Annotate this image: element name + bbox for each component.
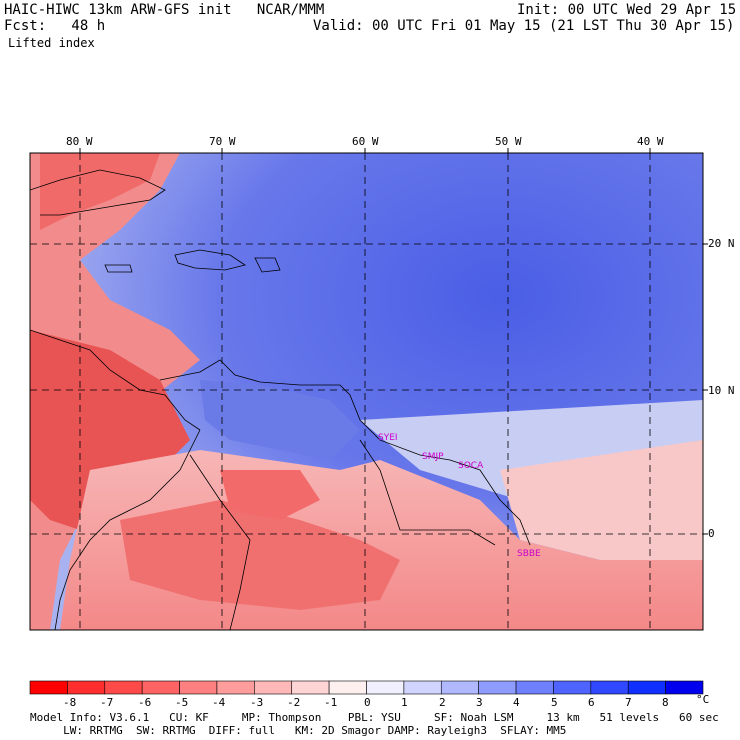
central-america-strong [30, 330, 190, 530]
lon-label: 70 W [209, 135, 236, 148]
colorbar-label: 6 [588, 696, 595, 709]
colorbar-label: 3 [476, 696, 483, 709]
colorbar-label: 7 [625, 696, 632, 709]
colorbar-label: -3 [250, 696, 264, 709]
lon-label: 50 W [495, 135, 522, 148]
station-label: SBBE [517, 549, 541, 559]
colorbar-swatch [665, 680, 704, 695]
colorbar-label: -6 [138, 696, 152, 709]
colorbar-label: 1 [401, 696, 408, 709]
colorbar-swatch [141, 680, 180, 695]
colorbar-swatch [67, 680, 106, 695]
graticule [30, 153, 703, 630]
station-label: SOCA [458, 461, 484, 471]
colorbar-unit: °C [696, 693, 710, 706]
colorbar [29, 680, 704, 695]
header-forecast-hour: Fcst: 48 h [4, 18, 106, 34]
colorbar-swatch [29, 680, 68, 695]
lon-label: 80 W [66, 135, 93, 148]
footer-physics-info: LW: RRTMG SW: RRTMG DIFF: full KM: 2D Sm… [30, 724, 567, 737]
colorbar-swatch [627, 680, 666, 695]
colorbar-label: -1 [324, 696, 338, 709]
colorbar-label: -4 [212, 696, 226, 709]
station-label: SMJP [422, 452, 444, 462]
colorbar-label: -7 [100, 696, 114, 709]
colorbar-swatch [590, 680, 629, 695]
header-valid-time: Valid: 00 UTC Fri 01 May 15 (21 LST Thu … [313, 18, 735, 34]
interior-patch [220, 470, 320, 520]
header-title: HAIC-HIWC 13km ARW-GFS init NCAR/MMM [4, 2, 325, 18]
colorbar-swatch [403, 680, 442, 695]
colorbar-swatch [515, 680, 554, 695]
colorbar-swatch [254, 680, 293, 695]
cuba-region [40, 153, 160, 230]
colorbar-label: 5 [551, 696, 558, 709]
colorbar-swatch [366, 680, 405, 695]
field-name: Lifted index [8, 36, 95, 50]
colorbar-swatch [553, 680, 592, 695]
colorbar-label: -8 [63, 696, 77, 709]
colorbar-swatch [291, 680, 330, 695]
colorbar-swatch [440, 680, 479, 695]
footer-model-info: Model Info: V3.6.1 CU: KF MP: Thompson P… [30, 711, 719, 724]
lon-label: 60 W [352, 135, 379, 148]
map-frame [29, 152, 704, 631]
coastlines [30, 169, 531, 630]
lon-label: 40 W [637, 135, 664, 148]
tick-marks [79, 148, 708, 535]
header-init-time: Init: 00 UTC Wed 29 Apr 15 [517, 2, 737, 18]
colorbar-label: -2 [287, 696, 301, 709]
colorbar-label: -5 [175, 696, 189, 709]
station-label: SYEI [378, 433, 398, 443]
colorbar-swatch [104, 680, 143, 695]
lat-label: 20 N [708, 237, 735, 250]
station-labels: SYEI SMJP SOCA SBBE [378, 433, 541, 559]
venezuela-stable-tongue [200, 380, 360, 460]
lat-label: 10 N [708, 384, 735, 397]
colorbar-label: 2 [439, 696, 446, 709]
colorbar-label: 0 [364, 696, 371, 709]
colorbar-swatch [216, 680, 255, 695]
colorbar-swatch [179, 680, 218, 695]
colorbar-swatch [478, 680, 517, 695]
amazon-strong-negative [120, 500, 400, 610]
lat-label: 0 [708, 527, 715, 540]
east-weak-negative [500, 440, 703, 560]
colorbar-label: 4 [513, 696, 520, 709]
colorbar-swatch [328, 680, 367, 695]
colorbar-label: 8 [662, 696, 669, 709]
